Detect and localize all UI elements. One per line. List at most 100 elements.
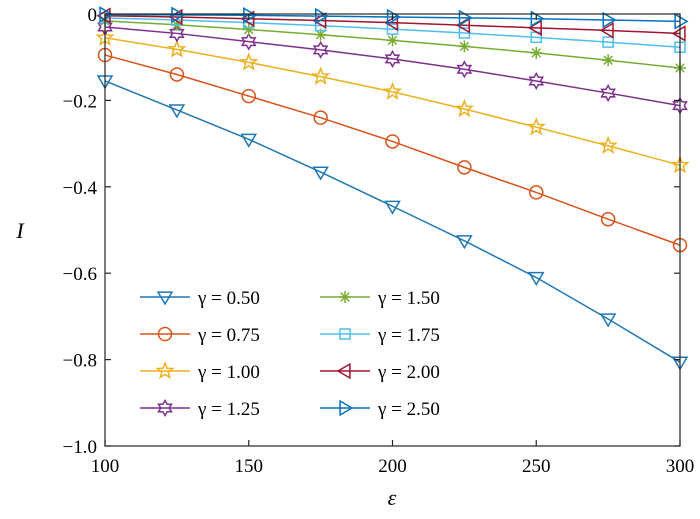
legend-marker (339, 399, 354, 417)
data-point (99, 6, 114, 23)
data-point (456, 60, 473, 79)
data-point (314, 7, 330, 25)
y-axis-title: I (15, 218, 25, 243)
x-tick-label: 300 (666, 456, 695, 477)
series-2 (97, 47, 688, 253)
legend-item: γ = 1.25 (140, 398, 260, 420)
asterisk-stroke (603, 55, 613, 65)
legend-item: γ = 1.00 (140, 360, 260, 383)
axes: 100 150 200 250 300 0 −0.2 −0.4 −0.6 −0.8 −1.0 (63, 5, 695, 477)
y-tick-label: −0.4 (63, 178, 98, 199)
legend-label: γ = 1.00 (197, 362, 260, 383)
data-point (458, 40, 471, 53)
data-point (602, 36, 614, 48)
asterisk-stroke (243, 24, 254, 35)
legend-marker (155, 360, 175, 380)
data-point (456, 235, 473, 250)
series-line (104, 80, 681, 363)
data-point (600, 211, 616, 227)
legend-label: γ = 2.00 (377, 362, 440, 383)
data-point (530, 10, 545, 28)
data-point (242, 23, 255, 36)
series-1 (96, 75, 689, 371)
series-line (104, 14, 681, 35)
series-layer (95, 6, 690, 371)
y-tick-label: −0.8 (63, 351, 97, 372)
data-point (384, 49, 401, 68)
data-point (455, 16, 471, 34)
data-point (312, 12, 327, 29)
series-4 (97, 17, 688, 115)
asterisk-stroke (315, 29, 326, 40)
data-point (311, 66, 331, 85)
legend-marker (336, 362, 351, 380)
x-tick-label: 200 (378, 456, 407, 477)
data-point (602, 54, 615, 67)
legend-label: γ = 0.50 (197, 288, 260, 309)
data-point (454, 98, 474, 118)
y-tick-label: −0.6 (63, 264, 97, 285)
y-tick-label: −0.2 (63, 91, 97, 112)
x-tick-label: 100 (91, 456, 120, 477)
legend-label: γ = 1.75 (377, 325, 440, 346)
data-point (312, 40, 329, 59)
data-point (168, 104, 186, 119)
legend-item: γ = 1.75 (320, 325, 440, 346)
data-point (529, 185, 544, 200)
data-point (526, 117, 546, 136)
data-point (313, 110, 328, 125)
data-point (385, 134, 400, 149)
data-point (240, 133, 258, 148)
asterisk-stroke (459, 41, 470, 52)
legend-marker (339, 291, 351, 303)
legend-item: γ = 0.50 (140, 288, 260, 309)
data-point (312, 166, 329, 181)
legend-marker (339, 328, 351, 340)
legend-marker (156, 291, 174, 306)
data-point (171, 6, 186, 24)
data-point (599, 22, 614, 39)
data-point (527, 271, 545, 286)
legend-label: γ = 2.50 (377, 399, 440, 420)
legend-item: γ = 2.00 (320, 362, 440, 383)
legend-marker (157, 326, 173, 342)
series-line (104, 54, 681, 246)
data-point (671, 25, 686, 42)
data-point (239, 52, 259, 71)
data-point (241, 88, 256, 104)
data-point (602, 11, 617, 29)
data-point (457, 160, 472, 175)
data-point (598, 135, 618, 154)
asterisk-stroke (387, 35, 398, 46)
series-7 (96, 7, 686, 42)
data-point (600, 84, 616, 103)
data-point (243, 6, 258, 24)
y-tick-label: −1.0 (63, 437, 97, 458)
data-point (382, 81, 403, 100)
data-point (384, 14, 399, 31)
series-line (104, 37, 681, 166)
data-point (386, 34, 399, 47)
legend-label: γ = 1.25 (197, 399, 260, 420)
y-tick-label: 0 (88, 5, 98, 26)
series-line (104, 17, 681, 49)
series-line (104, 26, 681, 107)
legend-item: γ = 0.75 (140, 325, 260, 346)
data-point (528, 71, 545, 90)
legend-marker (157, 398, 173, 418)
legend: γ = 0.50 γ = 0.75 γ = 1.00 γ = 1.25 γ = 1.50… (140, 288, 440, 420)
asterisk-stroke (340, 292, 350, 302)
x-axis-title: ε (388, 485, 397, 510)
data-point (167, 39, 187, 58)
legend-label: γ = 0.75 (197, 325, 260, 346)
x-tick-label: 150 (235, 456, 264, 477)
data-point (169, 24, 185, 43)
data-point (384, 200, 401, 215)
data-point (674, 13, 689, 30)
data-point (240, 32, 257, 51)
data-point (599, 313, 617, 328)
legend-label: γ = 1.50 (377, 288, 440, 309)
data-point (169, 67, 185, 82)
legend-item: γ = 1.50 (320, 288, 440, 309)
